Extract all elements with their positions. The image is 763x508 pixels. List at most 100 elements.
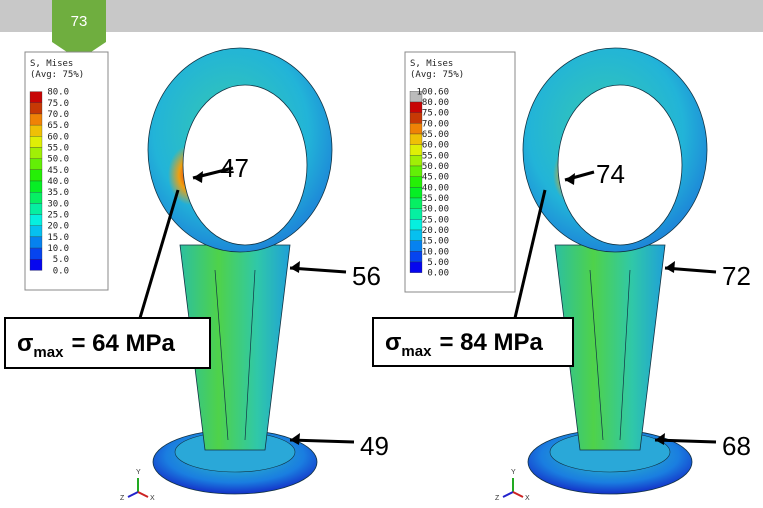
- legend-value: 60.0: [47, 132, 69, 142]
- legend-swatch: [30, 237, 42, 248]
- legend-value: 35.0: [47, 188, 69, 198]
- legend-subtitle: (Avg: 75%): [410, 70, 464, 80]
- legend-swatch: [410, 145, 422, 156]
- legend-swatch: [410, 230, 422, 241]
- max-arrow: [140, 190, 178, 318]
- legend-title: S, Mises: [30, 59, 73, 69]
- legend-value: 80.0: [47, 88, 69, 98]
- triad-x: [513, 492, 523, 497]
- legend-swatch: [30, 203, 42, 214]
- triad-label: Z: [495, 495, 500, 502]
- page-number: 73: [71, 13, 88, 30]
- legend-title: S, Mises: [410, 59, 453, 69]
- triad-label: X: [525, 495, 530, 502]
- sigma: σ: [385, 329, 401, 356]
- legend-swatch: [410, 123, 422, 134]
- legend-value: 40.0: [47, 177, 69, 187]
- legend-swatch: [410, 198, 422, 209]
- triad-label: Y: [511, 469, 516, 476]
- legend-value: 55.00: [422, 151, 449, 161]
- legend-value: 10.00: [422, 247, 449, 257]
- triad-label: Z: [120, 495, 125, 502]
- legend-value: 30.00: [422, 205, 449, 215]
- callout-value: 56: [352, 261, 381, 291]
- legend-swatch: [410, 177, 422, 188]
- legend-swatch: [410, 102, 422, 113]
- legend-value: 35.00: [422, 194, 449, 204]
- callout-arrow: [290, 440, 354, 442]
- legend-value: 45.00: [422, 173, 449, 183]
- callout-value: 68: [722, 431, 751, 461]
- legend-swatch: [410, 187, 422, 198]
- callout-value: 49: [360, 431, 389, 461]
- triad-label: X: [150, 495, 155, 502]
- legend-swatch: [30, 259, 42, 270]
- legend-value: 50.0: [47, 155, 69, 165]
- legend-swatch: [30, 136, 42, 147]
- legend-value: 20.0: [47, 222, 69, 232]
- legend-swatch: [410, 241, 422, 252]
- legend-value: 60.00: [422, 141, 449, 151]
- legend-swatch: [30, 181, 42, 192]
- legend-swatch: [30, 248, 42, 259]
- panel: S, Mises(Avg: 75%) 80.075.070.065.060.055…: [5, 48, 389, 502]
- sigma: σ: [17, 330, 33, 357]
- legend-value: 70.00: [422, 119, 449, 129]
- triad-z: [128, 492, 138, 497]
- legend-value: 25.0: [47, 211, 69, 221]
- callout-value: 72: [722, 261, 751, 291]
- legend-value: 0.0: [53, 266, 69, 276]
- panel: S, Mises(Avg: 75%)100.6080.0075.0070.006…: [373, 48, 751, 502]
- legend-swatch: [410, 113, 422, 124]
- legend-swatch: [410, 262, 422, 273]
- legend-value: 10.0: [47, 244, 69, 254]
- legend-value: 20.00: [422, 226, 449, 236]
- legend-value: 50.00: [422, 162, 449, 172]
- legend-swatch: [410, 209, 422, 220]
- max-value: = 84 MPa: [439, 329, 543, 356]
- legend-swatch: [30, 192, 42, 203]
- legend-value: 40.00: [422, 183, 449, 193]
- legend-value: 15.00: [422, 237, 449, 247]
- legend-value: 65.00: [422, 130, 449, 140]
- legend-swatch: [410, 166, 422, 177]
- header-bar: [0, 0, 763, 32]
- legend-value: 5.0: [53, 255, 69, 265]
- legend-value: 100.60: [416, 87, 449, 97]
- legend-value: 65.0: [47, 121, 69, 131]
- legend-swatch: [30, 159, 42, 170]
- legend-swatch: [410, 219, 422, 230]
- callout-value: 74: [596, 159, 625, 189]
- max-value: = 64 MPa: [71, 330, 175, 357]
- legend-swatch: [30, 215, 42, 226]
- legend-swatch: [30, 226, 42, 237]
- legend-swatch: [30, 125, 42, 136]
- legend-value: 70.0: [47, 110, 69, 120]
- legend-value: 15.0: [47, 233, 69, 243]
- legend-value: 80.00: [422, 98, 449, 108]
- legend-swatch: [410, 134, 422, 145]
- legend-swatch: [30, 114, 42, 125]
- legend-subtitle: (Avg: 75%): [30, 70, 84, 80]
- legend-value: 75.00: [422, 109, 449, 119]
- legend-value: 75.0: [47, 99, 69, 109]
- figure: 73 S, Mises(Avg: 75%)80.075.070.065.060.…: [0, 0, 763, 508]
- legend-value: 25.00: [422, 215, 449, 225]
- arrow-head: [665, 261, 675, 273]
- legend-value: 55.0: [47, 143, 69, 153]
- legend: S, Mises(Avg: 75%)100.6080.0075.0070.006…: [405, 52, 515, 292]
- arrow-head: [290, 261, 300, 273]
- callout-value: 47: [220, 153, 249, 183]
- legend-swatch: [410, 155, 422, 166]
- page: {"header": {"page_number": "73"}, "panel…: [0, 0, 763, 508]
- subscript: max: [401, 343, 432, 360]
- legend-value: 0.00: [427, 269, 449, 279]
- page-tag: [52, 0, 106, 60]
- triad-z: [503, 492, 513, 497]
- legend-swatch: [30, 147, 42, 158]
- triad-label: Y: [136, 469, 141, 476]
- legend: S, Mises(Avg: 75%) 80.075.070.065.060.055…: [25, 52, 108, 290]
- legend-value: 45.0: [47, 166, 69, 176]
- legend-swatch: [410, 251, 422, 262]
- legend-swatch: [30, 170, 42, 181]
